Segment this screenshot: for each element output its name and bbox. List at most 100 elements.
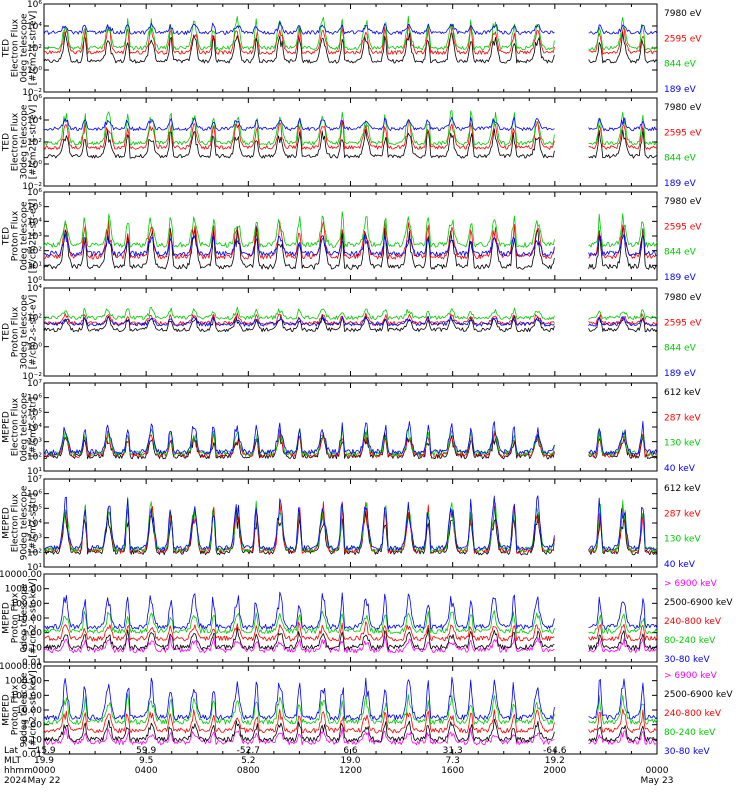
y-axis-label-line: [#/cm2-s-str] <box>29 397 39 457</box>
y-tick-label: 10000.00 <box>0 662 42 672</box>
y-tick-label: 10⁻² <box>22 88 42 98</box>
y-axis-label-line: TED <box>2 323 12 342</box>
legend-entry: 80-240 keV <box>664 728 716 738</box>
legend-entry: 189 eV <box>664 369 697 379</box>
series-line <box>43 127 658 159</box>
y-tick-label: 0.10 <box>22 735 42 745</box>
y-tick-label: 10.00 <box>16 614 42 624</box>
x-axis-row-label: Lat <box>4 746 19 756</box>
y-tick-label: 10⁻² <box>22 182 42 192</box>
y-axis-label-line: MEPED <box>2 602 12 634</box>
series-line <box>43 708 658 734</box>
y-tick-label: 1000.00 <box>5 677 42 687</box>
y-axis-label-line: Proton Flux <box>11 210 21 261</box>
legend-entry: 40 keV <box>664 560 696 570</box>
series-line <box>43 495 658 551</box>
legend-entry: 189 eV <box>664 273 697 283</box>
x-axis-value: -15.9 <box>32 746 56 756</box>
y-axis-label: MEPEDElectron Flux0deg telescope[#/cm2-s… <box>2 392 39 462</box>
y-tick-label: 10² <box>27 313 42 323</box>
y-axis-label: TEDElectron Flux30deg telescope[#/cm2-s-… <box>2 104 39 179</box>
y-axis-label-line: [#/cm2-s-str] <box>29 493 39 553</box>
y-axis-label-line: TED <box>2 133 12 152</box>
y-axis-label-line: Electron Flux <box>11 493 21 552</box>
legend-entry: 287 keV <box>664 413 701 423</box>
legend-entry: 130 keV <box>664 439 701 449</box>
x-axis-row-label: 2024 <box>4 776 27 786</box>
x-axis-value: May 23 <box>641 776 674 786</box>
y-tick-label: 10⁻² <box>22 372 42 382</box>
legend-entry: 2500-6900 keV <box>664 598 733 608</box>
series-line <box>43 211 658 248</box>
y-tick-label: 10⁵ <box>27 408 42 418</box>
x-axis-value: 5.2 <box>241 756 255 766</box>
y-axis-label-line: 0deg telescope <box>20 13 30 83</box>
series-line <box>43 676 658 721</box>
series-line <box>43 693 658 725</box>
legend-entry: 7980 eV <box>664 197 702 207</box>
x-axis-value: 0000 <box>33 766 56 776</box>
legend-entry: 30-80 keV <box>664 747 710 757</box>
y-tick-label: 10³ <box>27 438 42 448</box>
legend-entry: 2595 eV <box>664 318 702 328</box>
series-line <box>43 312 658 326</box>
x-axis-value: 0400 <box>135 766 158 776</box>
y-axis-label-line: Electron Flux <box>11 112 21 171</box>
y-tick-label: 0.01 <box>22 750 42 760</box>
y-tick-label: 10² <box>27 44 42 54</box>
y-tick-label: 10⁶ <box>27 188 42 198</box>
x-axis-value: May 22 <box>28 776 61 786</box>
y-tick-label: 10³ <box>27 232 42 242</box>
legend-entry: 844 eV <box>664 344 697 354</box>
series-line <box>43 591 658 630</box>
y-tick-label: 10² <box>27 138 42 148</box>
legend-entry: > 6900 keV <box>664 579 718 589</box>
y-tick-label: 10⁰ <box>27 276 42 286</box>
x-axis-value: 0800 <box>237 766 260 776</box>
y-tick-label: 0.10 <box>22 643 42 653</box>
x-axis-value: -52.7 <box>237 746 260 756</box>
series-line <box>43 232 658 257</box>
series-line <box>43 727 657 746</box>
y-tick-label: 0.01 <box>22 658 42 668</box>
legend-entry: 240-800 keV <box>664 709 722 719</box>
y-tick-label: 1.00 <box>22 721 42 731</box>
y-tick-label: 10.00 <box>16 706 42 716</box>
x-axis-value: 1600 <box>441 766 464 776</box>
y-axis-label-line: [#/cm2-s-str-eV] <box>29 199 39 274</box>
series-line <box>43 116 658 132</box>
legend-entry: > 6900 keV <box>664 671 718 681</box>
series-line <box>43 496 658 553</box>
legend-entry: 612 keV <box>664 388 701 398</box>
y-axis-label-line: [#/cm2-s-str-keV] <box>29 578 39 657</box>
series-line <box>43 315 658 327</box>
y-tick-label: 10⁷ <box>27 475 42 485</box>
legend-entry: 189 eV <box>664 179 697 189</box>
y-tick-label: 10⁵ <box>27 504 42 514</box>
legend-entry: 80-240 keV <box>664 636 716 646</box>
y-axis-label-line: [#/cm2-s-str-eV] <box>29 105 39 180</box>
x-axis-value: 6.6 <box>343 746 358 756</box>
y-axis-label: TEDElectron Flux0deg telescope[#/cm2-s-s… <box>2 11 39 86</box>
y-axis-label-line: TED <box>2 39 12 58</box>
legend-entry: 40 keV <box>664 464 696 474</box>
y-axis-label: TEDProton Flux0deg telescope[#/cm2-s-str… <box>2 199 39 274</box>
legend-entry: 130 keV <box>664 535 701 545</box>
legend-entry: 7980 eV <box>664 9 702 19</box>
series-line <box>43 31 658 64</box>
x-axis-row-label: MLT <box>4 756 22 766</box>
y-axis-label-line: MEPED <box>2 411 12 443</box>
panel-frame <box>43 478 658 568</box>
y-axis-label-line: Electron Flux <box>11 397 21 456</box>
y-axis-label: MEPEDElectron Flux90deg telescope[#/cm2-… <box>2 485 39 560</box>
x-axis-value: 2000 <box>543 766 566 776</box>
y-tick-label: 10⁴ <box>27 423 42 433</box>
series-line <box>43 610 658 635</box>
series-line <box>43 306 658 320</box>
y-tick-label: 10⁴ <box>27 284 42 294</box>
legend-entry: 7980 eV <box>664 103 702 113</box>
y-axis-label-line: TED <box>2 227 12 246</box>
y-tick-label: 10¹ <box>27 261 42 271</box>
y-tick-label: 10² <box>27 548 42 558</box>
